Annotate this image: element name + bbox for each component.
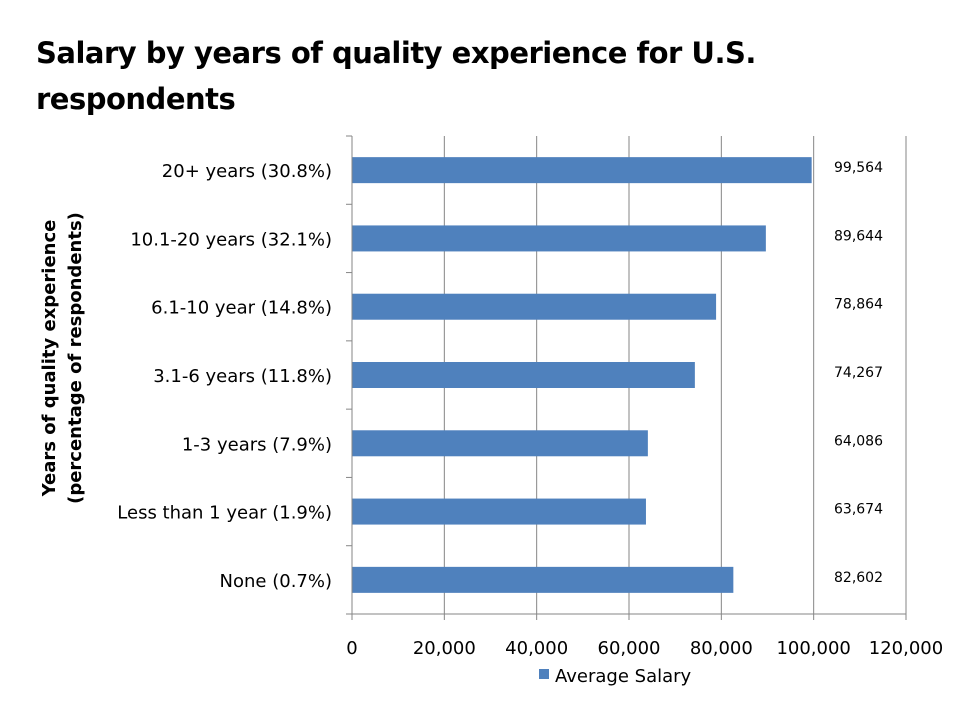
bars — [352, 157, 812, 593]
data-label: 63,674 — [834, 502, 883, 518]
x-tick-label: 20,000 — [413, 638, 476, 659]
legend-label: Average Salary — [555, 666, 692, 687]
chart-title: Salary by years of quality experience fo… — [36, 36, 756, 116]
bar — [352, 157, 812, 184]
bar — [352, 293, 717, 320]
legend-swatch — [539, 669, 549, 679]
bar — [352, 430, 648, 457]
x-tick-label: 80,000 — [690, 638, 753, 659]
legend: Average Salary — [539, 666, 692, 687]
category-label: None (0.7%) — [220, 571, 332, 592]
category-label: Less than 1 year (1.9%) — [117, 503, 332, 524]
axes — [346, 135, 907, 620]
category-label: 3.1-6 years (11.8%) — [153, 366, 332, 387]
bar — [352, 498, 646, 525]
category-label: 6.1-10 year (14.8%) — [151, 298, 332, 319]
x-tick-label: 100,000 — [776, 638, 850, 659]
y-axis-title-line-2: (percentage of respondents) — [65, 212, 86, 504]
data-label: 89,644 — [834, 228, 883, 244]
data-label: 74,267 — [834, 365, 883, 381]
data-label: 99,564 — [834, 160, 883, 176]
category-label: 10.1-20 years (32.1%) — [130, 229, 332, 250]
x-tick-label: 40,000 — [505, 638, 568, 659]
data-label: 78,864 — [834, 297, 883, 313]
data-label: 82,602 — [834, 570, 883, 586]
y-axis-title-line-1: Years of quality experience — [39, 220, 60, 498]
bar — [352, 566, 734, 593]
x-tick-label: 60,000 — [598, 638, 661, 659]
labels: 0 20,000 40,000 60,000 80,000 100,000 120,000 2… — [117, 160, 943, 659]
category-label: 20+ years (30.8%) — [162, 161, 332, 182]
bar — [352, 362, 695, 388]
bar — [352, 225, 766, 252]
data-label: 64,086 — [834, 433, 883, 449]
x-tick-label: 120,000 — [869, 638, 943, 659]
x-tick-label: 0 — [346, 638, 357, 659]
category-label: 1-3 years (7.9%) — [182, 434, 332, 455]
